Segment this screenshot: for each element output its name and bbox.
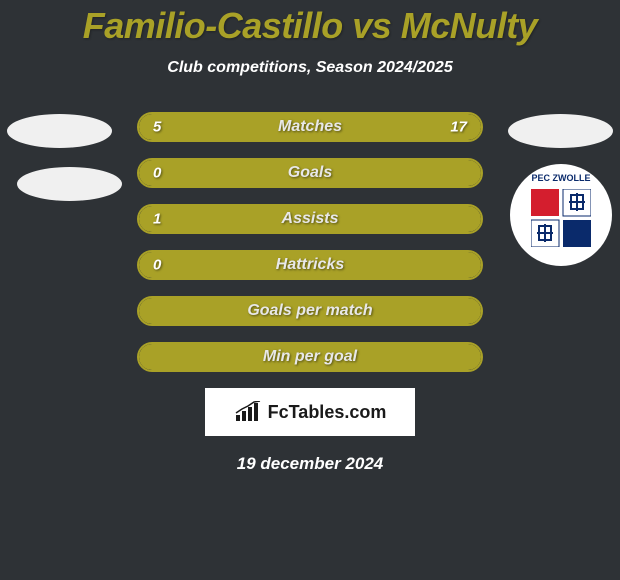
stat-label: Goals per match bbox=[247, 302, 372, 320]
comparison-container: Familio-Castillo vs McNulty Club competi… bbox=[0, 0, 620, 474]
content-area: PEC ZWOLLE 5 Matches 17 bbox=[0, 112, 620, 474]
stat-label: Hattricks bbox=[276, 256, 344, 274]
date-text: 19 december 2024 bbox=[0, 454, 620, 474]
club-logo-text: PEC ZWOLLE bbox=[521, 173, 601, 183]
chart-icon bbox=[234, 401, 262, 423]
stats-bars: 5 Matches 17 0 Goals 1 Assists 0 Hattric… bbox=[137, 112, 483, 372]
player-badge-right-1 bbox=[508, 114, 613, 148]
stat-value-left: 1 bbox=[153, 211, 161, 228]
club-logo-inner: PEC ZWOLLE bbox=[521, 175, 601, 255]
stat-bar-assists: 1 Assists bbox=[137, 204, 483, 234]
stat-label: Goals bbox=[288, 164, 332, 182]
stat-value-right: 17 bbox=[450, 119, 467, 136]
brand-text: FcTables.com bbox=[268, 402, 387, 423]
branding: FcTables.com bbox=[205, 388, 415, 436]
stat-bar-hattricks: 0 Hattricks bbox=[137, 250, 483, 280]
stat-bar-matches: 5 Matches 17 bbox=[137, 112, 483, 142]
stat-bar-goals: 0 Goals bbox=[137, 158, 483, 188]
stat-value-left: 0 bbox=[153, 165, 161, 182]
subtitle: Club competitions, Season 2024/2025 bbox=[0, 59, 620, 77]
stat-value-left: 0 bbox=[153, 257, 161, 274]
player-badge-left-2 bbox=[17, 167, 122, 201]
page-title: Familio-Castillo vs McNulty bbox=[0, 5, 620, 47]
club-logo: PEC ZWOLLE bbox=[510, 164, 612, 266]
club-shield-icon bbox=[531, 189, 591, 247]
stat-label: Min per goal bbox=[263, 348, 357, 366]
stat-value-left: 5 bbox=[153, 119, 161, 136]
stat-bar-goals-per-match: Goals per match bbox=[137, 296, 483, 326]
stat-label: Matches bbox=[278, 118, 342, 136]
stat-label: Assists bbox=[282, 210, 339, 228]
stat-bar-min-per-goal: Min per goal bbox=[137, 342, 483, 372]
player-badge-left-1 bbox=[7, 114, 112, 148]
